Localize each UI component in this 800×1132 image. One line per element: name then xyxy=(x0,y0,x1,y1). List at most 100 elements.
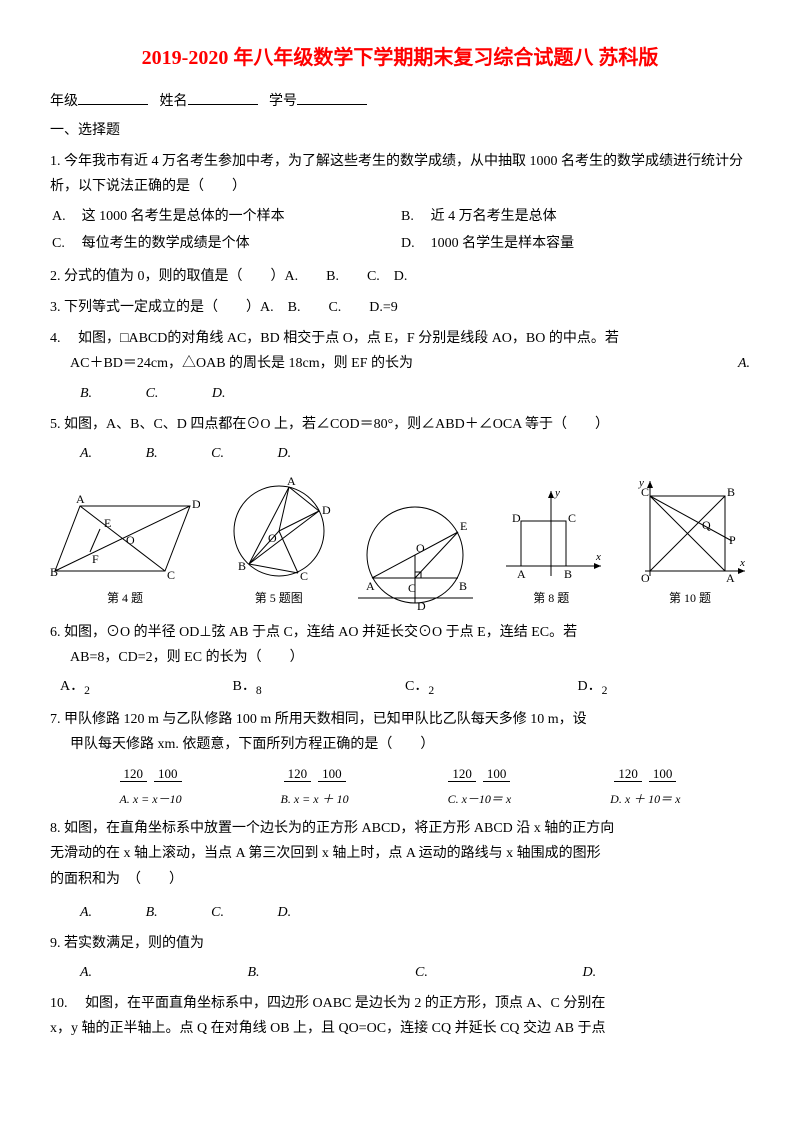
svg-text:C: C xyxy=(167,568,175,582)
svg-text:B: B xyxy=(459,579,467,593)
q10-line1: 10. 如图，在平面直角坐标系中，四边形 OABC 是边长为 2 的正方形，顶点… xyxy=(50,991,750,1016)
q4-optB: B. xyxy=(80,381,92,406)
q10-line2: x，y 轴的正半轴上。点 Q 在对角线 OB 上，且 QO=OC，连接 CQ 并… xyxy=(50,1016,750,1041)
svg-text:x: x xyxy=(595,551,601,563)
q5-optD: D. xyxy=(277,441,291,466)
student-info-line: 年级 姓名 学号 xyxy=(50,88,750,114)
name-label: 姓名 xyxy=(160,94,188,109)
q7-optA: 120 100 A. x = x－10 xyxy=(119,761,181,810)
svg-text:y: y xyxy=(638,477,644,489)
svg-text:B: B xyxy=(50,565,58,579)
svg-text:E: E xyxy=(104,516,111,530)
figure-8-svg: A B C D x y xyxy=(496,486,606,586)
q9-stem: 9. 若实数满足，则的值为 xyxy=(50,931,750,956)
svg-text:O: O xyxy=(268,531,277,545)
svg-text:B: B xyxy=(238,559,246,573)
svg-text:C: C xyxy=(300,569,308,583)
svg-text:P: P xyxy=(729,533,736,547)
q1-optC-label: C. xyxy=(52,231,80,256)
svg-text:A: A xyxy=(726,571,735,585)
figure-5-svg: A B C D O xyxy=(224,476,334,586)
id-label: 学号 xyxy=(269,94,297,109)
question-9: 9. 若实数满足，则的值为 A. B. C. D. xyxy=(50,931,750,985)
figure-8-caption: 第 8 题 xyxy=(496,588,606,610)
q6-optC-label: C． xyxy=(405,679,428,694)
svg-text:D: D xyxy=(417,599,426,610)
svg-text:C: C xyxy=(568,511,576,525)
q9-optC: C. xyxy=(415,960,543,985)
figures-row: A D B C E F O 第 4 题 A B C D O 第 5 题图 xyxy=(50,476,750,610)
svg-text:C: C xyxy=(408,581,416,595)
figure-4-svg: A D B C E F O xyxy=(50,491,200,586)
question-10: 10. 如图，在平面直角坐标系中，四边形 OABC 是边长为 2 的正方形，顶点… xyxy=(50,991,750,1041)
figure-8: A B C D x y 第 8 题 xyxy=(496,486,606,610)
grade-blank xyxy=(78,88,148,105)
q7-optC: 120 100 C. x－10＝ x xyxy=(448,761,512,810)
figure-5: A B C D O 第 5 题图 xyxy=(224,476,334,610)
svg-text:D: D xyxy=(322,503,331,517)
q1-optD: 1000 名学生是样本容量 xyxy=(431,231,748,256)
q8-line1: 8. 如图，在直角坐标系中放置一个边长为的正方形 ABCD，将正方形 ABCD … xyxy=(50,816,750,841)
q6-optB-label: B． xyxy=(233,679,256,694)
svg-text:y: y xyxy=(554,487,560,499)
figure-6-svg: A B C D E O xyxy=(358,500,473,610)
q8-optA: A. xyxy=(80,900,92,925)
figure-4-caption: 第 4 题 xyxy=(50,588,200,610)
q8-optB: B. xyxy=(146,900,158,925)
svg-text:A: A xyxy=(76,492,85,506)
q1-optC: 每位考生的数学成绩是个体 xyxy=(82,231,399,256)
svg-text:A: A xyxy=(287,476,296,488)
q4-stem1: 4. 如图，□ABCD的对角线 AC，BD 相交于点 O，点 E，F 分别是线段… xyxy=(50,326,750,351)
question-4: 4. 如图，□ABCD的对角线 AC，BD 相交于点 O，点 E，F 分别是线段… xyxy=(50,326,750,406)
name-blank xyxy=(188,88,258,105)
q6-optC: 2 xyxy=(428,684,434,697)
q8-line2: 无滑动的在 x 轴上滚动，当点 A 第三次回到 x 轴上时，点 A 运动的路线与… xyxy=(50,841,750,866)
id-blank xyxy=(297,88,367,105)
q4-optD: D. xyxy=(212,381,226,406)
q8-optC: C. xyxy=(211,900,224,925)
svg-text:O: O xyxy=(126,533,135,547)
svg-text:E: E xyxy=(460,519,467,533)
figure-10-caption: 第 10 题 xyxy=(630,588,750,610)
q1-optD-label: D. xyxy=(401,231,429,256)
question-2: 2. 分式的值为 0，则的取值是（ ）A. B. C. D. xyxy=(50,264,750,289)
q5-optA: A. xyxy=(80,441,92,466)
grade-label: 年级 xyxy=(50,94,78,109)
q1-optB-label: B. xyxy=(401,204,429,229)
q1-stem: 1. 今年我市有近 4 万名考生参加中考，为了解这些考生的数学成绩，从中抽取 1… xyxy=(50,149,750,199)
svg-text:Q: Q xyxy=(702,518,711,532)
q1-optA-label: A. xyxy=(52,204,80,229)
svg-text:D: D xyxy=(512,511,521,525)
q6-optA-label: A． xyxy=(60,679,84,694)
q9-optB: B. xyxy=(248,960,376,985)
q6-optD: 2 xyxy=(602,684,608,697)
svg-text:x: x xyxy=(739,557,745,569)
question-3: 3. 下列等式一定成立的是（ ）A. B. C. D.=9 xyxy=(50,295,750,320)
question-5: 5. 如图，A、B、C、D 四点都在⊙O 上，若∠COD＝80°，则∠ABD＋∠… xyxy=(50,412,750,466)
q1-optB: 近 4 万名考生是总体 xyxy=(431,204,748,229)
svg-text:D: D xyxy=(192,497,200,511)
q4-optC: C. xyxy=(146,381,159,406)
svg-text:A: A xyxy=(517,567,526,581)
q7-optB: 120 100 B. x = x ＋ 10 xyxy=(281,761,349,810)
svg-text:B: B xyxy=(564,567,572,581)
svg-text:B: B xyxy=(727,485,735,499)
figure-10-svg: O A B C P Q x y xyxy=(630,476,750,586)
q4-stem2: AC＋BD＝24cm，△OAB 的周长是 18cm，则 EF 的长为 xyxy=(70,351,413,376)
q9-optD: D. xyxy=(583,960,711,985)
q7-optD: 120 100 D. x ＋ 10＝ x xyxy=(610,761,680,810)
figure-10: O A B C P Q x y 第 10 题 xyxy=(630,476,750,610)
q6-optA: 2 xyxy=(84,684,90,697)
q6-optD-label: D． xyxy=(578,679,602,694)
q6-stem1: 6. 如图，⊙O 的半径 OD⊥弦 AB 于点 C，连结 AO 并延长交⊙O 于… xyxy=(50,620,750,645)
q5-stem: 5. 如图，A、B、C、D 四点都在⊙O 上，若∠COD＝80°，则∠ABD＋∠… xyxy=(50,412,750,437)
q7-stem1: 7. 甲队修路 120 m 与乙队修路 100 m 所用天数相同，已知甲队比乙队… xyxy=(50,707,750,732)
question-1: 1. 今年我市有近 4 万名考生参加中考，为了解这些考生的数学成绩，从中抽取 1… xyxy=(50,149,750,258)
svg-text:O: O xyxy=(416,541,425,555)
question-7: 7. 甲队修路 120 m 与乙队修路 100 m 所用天数相同，已知甲队比乙队… xyxy=(50,707,750,810)
question-6: 6. 如图，⊙O 的半径 OD⊥弦 AB 于点 C，连结 AO 并延长交⊙O 于… xyxy=(50,620,750,701)
q8-optD: D. xyxy=(277,900,291,925)
question-8: 8. 如图，在直角坐标系中放置一个边长为的正方形 ABCD，将正方形 ABCD … xyxy=(50,816,750,925)
figure-4: A D B C E F O 第 4 题 xyxy=(50,491,200,610)
q5-optB: B. xyxy=(146,441,158,466)
